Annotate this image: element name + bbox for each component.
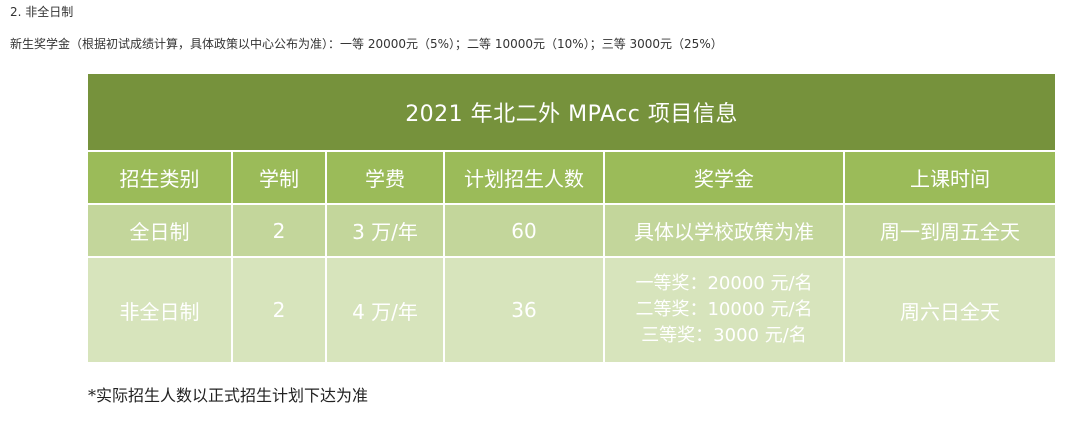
cell-scholarship: 具体以学校政策为准 <box>604 203 845 257</box>
cell-enrollment: 36 <box>444 256 605 362</box>
section-heading: 2. 非全日制 <box>10 5 74 19</box>
cell-schedule: 周一到周五全天 <box>844 203 1056 257</box>
scholarship-tier-second: 二等奖：10000 元/名 <box>635 299 813 320</box>
mpacc-info-table: 2021 年北二外 MPAcc 项目信息 招生类别 学制 学费 计划招生人数 奖… <box>88 74 1056 362</box>
cell-tuition: 3 万/年 <box>326 203 445 257</box>
header-schedule: 上课时间 <box>844 150 1056 204</box>
cell-duration: 2 <box>232 256 327 362</box>
scholarship-tier-first: 一等奖：20000 元/名 <box>635 273 813 294</box>
table-row: 非全日制 2 4 万/年 36 一等奖：20000 元/名 二等奖：10000 … <box>88 256 1056 362</box>
cell-enrollment: 60 <box>444 203 605 257</box>
scholarship-summary: 新生奖学金（根据初试成绩计算，具体政策以中心公布为准）：一等 20000元（5%… <box>10 37 723 51</box>
table-header-row: 招生类别 学制 学费 计划招生人数 奖学金 上课时间 <box>88 150 1056 204</box>
table-title: 2021 年北二外 MPAcc 项目信息 <box>88 74 1056 151</box>
cell-category: 非全日制 <box>88 256 233 362</box>
cell-category: 全日制 <box>88 203 233 257</box>
scholarship-tier-third: 三等奖：3000 元/名 <box>641 325 807 346</box>
table-title-row: 2021 年北二外 MPAcc 项目信息 <box>88 74 1056 151</box>
table-row: 全日制 2 3 万/年 60 具体以学校政策为准 周一到周五全天 <box>88 203 1056 257</box>
header-category: 招生类别 <box>88 150 233 204</box>
cell-duration: 2 <box>232 203 327 257</box>
header-tuition: 学费 <box>326 150 445 204</box>
scholarship-tiers: 一等奖：20000 元/名 二等奖：10000 元/名 三等奖：3000 元/名 <box>605 271 842 349</box>
cell-scholarship: 一等奖：20000 元/名 二等奖：10000 元/名 三等奖：3000 元/名 <box>604 256 845 362</box>
cell-tuition: 4 万/年 <box>326 256 445 362</box>
enrollment-footnote: *实际招生人数以正式招生计划下达为准 <box>88 386 369 405</box>
header-scholarship: 奖学金 <box>604 150 845 204</box>
cell-schedule: 周六日全天 <box>844 256 1056 362</box>
header-duration: 学制 <box>232 150 327 204</box>
header-enrollment: 计划招生人数 <box>444 150 605 204</box>
